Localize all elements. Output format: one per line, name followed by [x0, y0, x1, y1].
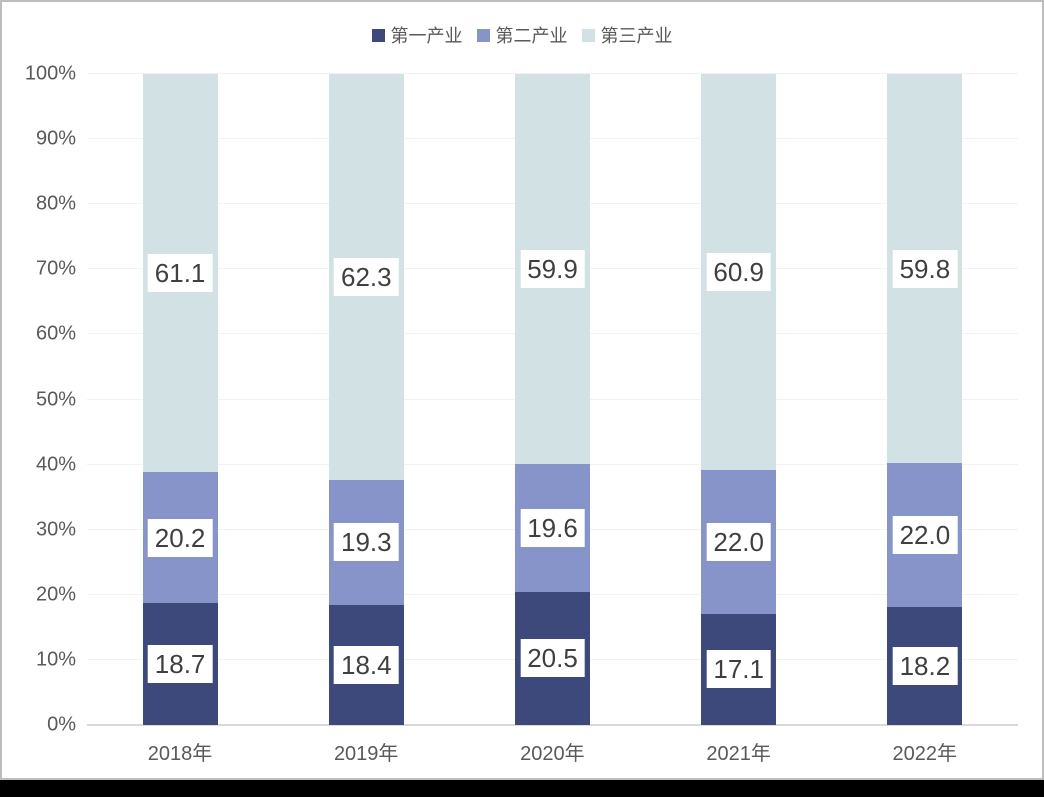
x-tick-label: 2021年 [706, 743, 771, 765]
legend-swatch-icon [371, 28, 385, 42]
chart-legend: 第一产业 第二产业 第三产业 [2, 22, 1042, 48]
data-label: 18.4 [333, 646, 399, 685]
data-label: 59.8 [892, 249, 958, 288]
bar-stack-2022年: 18.2 22.0 59.8 [887, 74, 963, 725]
bar-stack-2018年: 18.7 20.2 61.1 [142, 74, 218, 725]
data-label: 62.3 [333, 257, 399, 296]
y-tick-label: 10% [35, 648, 76, 671]
data-label: 17.1 [706, 650, 771, 689]
y-tick-label: 20% [35, 583, 76, 606]
legend-item: 第一产业 [371, 22, 463, 48]
y-tick-label: 0% [47, 713, 76, 736]
data-label: 59.9 [520, 249, 585, 288]
data-label: 61.1 [147, 253, 213, 292]
x-tick-label: 2019年 [333, 743, 399, 765]
legend-swatch-icon [476, 28, 490, 42]
bottom-black-strip [0, 780, 1044, 797]
x-tick-label: 2018年 [147, 743, 213, 765]
x-tick-label: 2020年 [520, 743, 585, 765]
plot-area: 18.7 20.2 61.1 18.4 19.3 62.3 20.5 19.6 59.9 17.1… [87, 73, 1018, 726]
y-tick-label: 50% [35, 388, 76, 410]
y-tick-label: 30% [35, 518, 76, 541]
legend-item: 第三产业 [581, 22, 673, 48]
y-tick-label: 40% [35, 453, 76, 476]
gridline [87, 73, 1018, 74]
data-label: 19.3 [333, 523, 399, 562]
data-label: 22.0 [706, 523, 771, 562]
bar-stack-2020年: 20.5 19.6 59.9 [515, 74, 590, 725]
y-tick-label: 80% [35, 192, 76, 215]
x-tick-label: 2022年 [892, 743, 958, 765]
legend-item: 第二产业 [476, 22, 568, 48]
data-label: 18.7 [147, 645, 213, 684]
bar-stack-2019年: 18.4 19.3 62.3 [328, 74, 404, 725]
data-label: 19.6 [520, 508, 585, 547]
bar-stack-2021年: 17.1 22.0 60.9 [701, 74, 777, 725]
data-label: 60.9 [706, 253, 771, 292]
x-axis-line [87, 724, 1018, 726]
y-tick-label: 60% [35, 322, 76, 345]
legend-label: 第二产业 [495, 26, 568, 46]
y-tick-label: 90% [35, 127, 76, 150]
legend-swatch-icon [581, 28, 595, 42]
data-label: 20.5 [520, 639, 585, 678]
data-label: 18.2 [892, 646, 958, 685]
y-tick-label: 70% [35, 257, 76, 280]
legend-label: 第三产业 [600, 26, 673, 46]
chart-frame: 第一产业 第二产业 第三产业 18.7 20.2 61.1 18.4 19.3 62.3 20.… [0, 0, 1044, 780]
data-label: 20.2 [147, 518, 213, 557]
data-label: 22.0 [892, 515, 958, 554]
y-tick-label: 100% [24, 62, 76, 85]
legend-label: 第一产业 [390, 26, 463, 46]
